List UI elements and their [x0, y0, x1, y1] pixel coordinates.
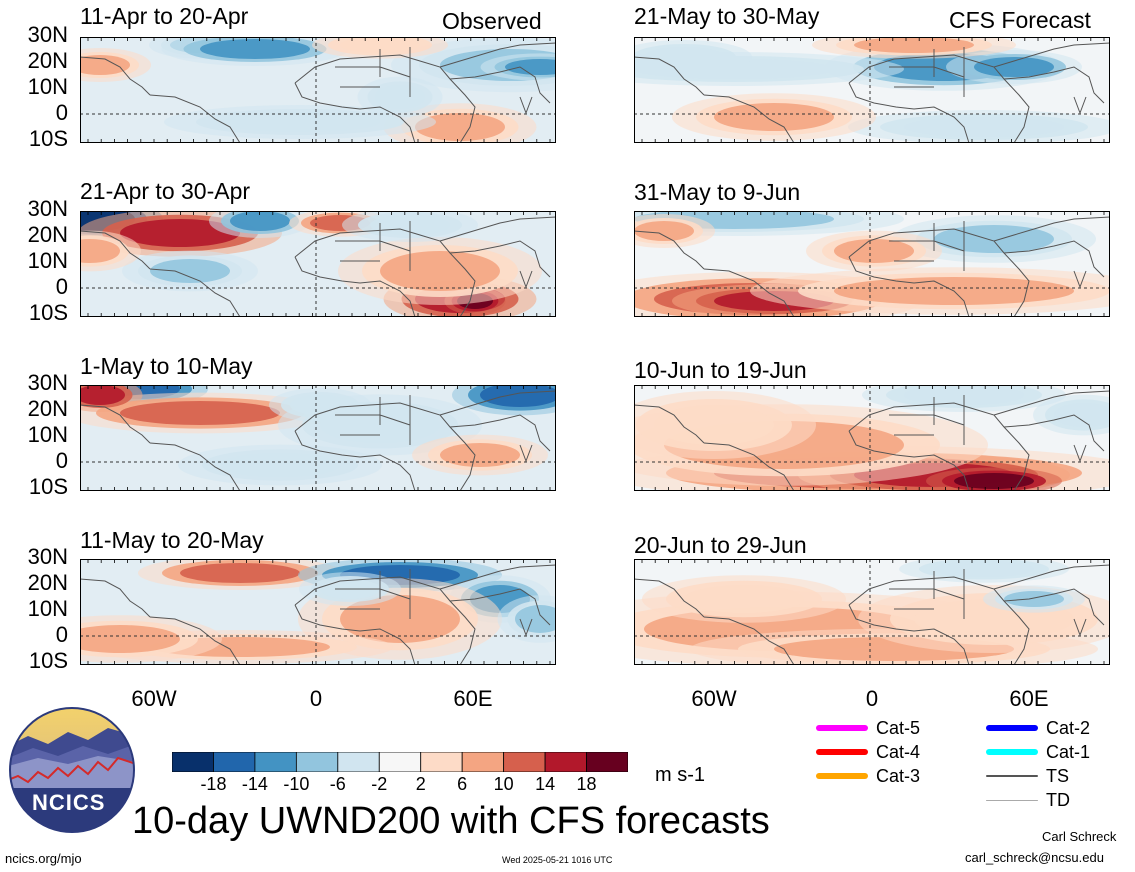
colorbar-swatch-7: [461, 752, 505, 772]
footer-email[interactable]: carl_schreck@ncsu.edu: [965, 850, 1104, 865]
lat-label-panel1-2: 10N: [27, 74, 68, 99]
colorbar-swatch-6: [420, 752, 463, 772]
storm-legend-line-cat-1: [986, 749, 1038, 755]
storm-legend-label-td: TD: [1046, 790, 1070, 810]
lat-label-panel3-2: 10N: [27, 422, 68, 447]
colorbar-swatch-2: [254, 752, 297, 772]
map-right-4: [634, 559, 1110, 665]
map-right-2: [634, 211, 1110, 317]
colorbar-tick-5: 2: [415, 774, 426, 794]
storm-legend-label-cat-2: Cat-2: [1046, 718, 1091, 738]
lat-label-panel3-1: 20N: [27, 396, 68, 421]
main-title: 10-day UWND200 with CFS forecasts: [132, 800, 770, 842]
footer-timestamp: Wed 2025-05-21 1016 UTC: [502, 855, 613, 865]
map-left-3: [80, 385, 556, 491]
storm-legend-label-cat-1: Cat-1: [1046, 742, 1091, 762]
storm-legend-line-td: [986, 799, 1038, 801]
map-right-3: [634, 385, 1110, 491]
colorbar-swatch-1: [213, 752, 256, 772]
colorbar-swatch-8: [503, 752, 546, 772]
logo-text: NCICS: [32, 790, 106, 815]
colorbar-swatch-9: [544, 752, 587, 772]
colorbar: [172, 752, 628, 772]
lat-label-panel2-1: 20N: [27, 222, 68, 247]
colorbar-swatch-5: [378, 752, 422, 772]
storm-legend-line-cat-4: [816, 749, 868, 755]
panel-title-right-4: 20-Jun to 29-Jun: [634, 532, 807, 558]
lon-label-right-60w: 60W: [691, 686, 737, 711]
footer-url[interactable]: ncics.org/mjo: [5, 851, 82, 866]
storm-legend-line-cat-3: [816, 773, 868, 779]
lat-label-panel1-4: 10S: [28, 126, 68, 151]
panel-title-right-2: 31-May to 9-Jun: [634, 179, 801, 205]
map-left-4: [80, 559, 556, 665]
lat-label-panel4-3: 0: [55, 622, 68, 647]
colorbar-swatch-4: [337, 752, 380, 772]
lat-label-panel3-4: 10S: [28, 474, 68, 499]
map-left-1: [80, 37, 556, 143]
lat-label-panel1-3: 0: [55, 100, 68, 125]
lon-label-left-0: 0: [309, 686, 323, 711]
panel-title-left-4: 11-May to 20-May: [80, 527, 264, 553]
lat-label-panel2-4: 10S: [28, 300, 68, 325]
lat-label-panel2-0: 30N: [27, 196, 68, 221]
colorbar-tick-1: -14: [241, 774, 268, 794]
storm-legend-line-cat-5: [816, 725, 868, 731]
colorbar-tick-0: -18: [200, 774, 227, 794]
lon-label-right-0: 0: [865, 686, 879, 711]
storm-legend-label-cat-5: Cat-5: [876, 718, 921, 738]
lon-label-left-60e: 60E: [453, 686, 493, 711]
observed-label: Observed: [442, 8, 542, 34]
lat-label-panel3-3: 0: [55, 448, 68, 473]
lat-label-panel4-4: 10S: [28, 648, 68, 673]
colorbar-tick-4: -2: [371, 774, 388, 794]
map-left-2: [80, 211, 556, 317]
lat-label-panel2-3: 0: [55, 274, 68, 299]
colorbar-tick-6: 6: [457, 774, 468, 794]
lat-label-panel3-0: 30N: [27, 370, 68, 395]
footer-author: Carl Schreck: [1042, 829, 1117, 844]
panel-title-right-1: 21-May to 30-May: [634, 3, 820, 29]
panel-title-right-3: 10-Jun to 19-Jun: [634, 357, 807, 383]
storm-legend-label-ts: TS: [1046, 766, 1070, 786]
colorbar-swatch-0: [172, 752, 214, 772]
lon-label-left-60w: 60W: [131, 686, 177, 711]
lat-label-panel1-1: 20N: [27, 48, 68, 73]
colorbar-swatch-3: [295, 752, 339, 772]
lon-label-right-60e: 60E: [1009, 686, 1049, 711]
panel-title-left-3: 1-May to 10-May: [80, 353, 253, 379]
storm-legend-label-cat-4: Cat-4: [876, 742, 921, 762]
colorbar-tick-9: 18: [576, 774, 597, 794]
panel-title-left-1: 11-Apr to 20-Apr: [80, 3, 249, 29]
lat-label-panel2-2: 10N: [27, 248, 68, 273]
storm-legend-label-cat-3: Cat-3: [876, 766, 921, 786]
storm-legend-line-cat-2: [986, 725, 1038, 731]
colorbar-tick-3: -6: [329, 774, 346, 794]
panel-title-left-2: 21-Apr to 30-Apr: [80, 178, 251, 204]
ncics-logo: [9, 707, 135, 833]
colorbar-tick-8: 14: [535, 774, 556, 794]
colorbar-tick-2: -10: [283, 774, 310, 794]
lat-label-panel1-0: 30N: [27, 22, 68, 47]
cfs-forecast-label: CFS Forecast: [949, 7, 1091, 33]
lat-label-panel4-0: 30N: [27, 544, 68, 569]
storm-legend-line-ts: [986, 775, 1038, 777]
colorbar-swatch-10: [586, 752, 628, 772]
lat-label-panel4-2: 10N: [27, 596, 68, 621]
colorbar-units: m s-1: [655, 764, 705, 786]
colorbar-tick-7: 10: [493, 774, 514, 794]
map-right-1: [634, 37, 1110, 143]
lat-label-panel4-1: 20N: [27, 570, 68, 595]
